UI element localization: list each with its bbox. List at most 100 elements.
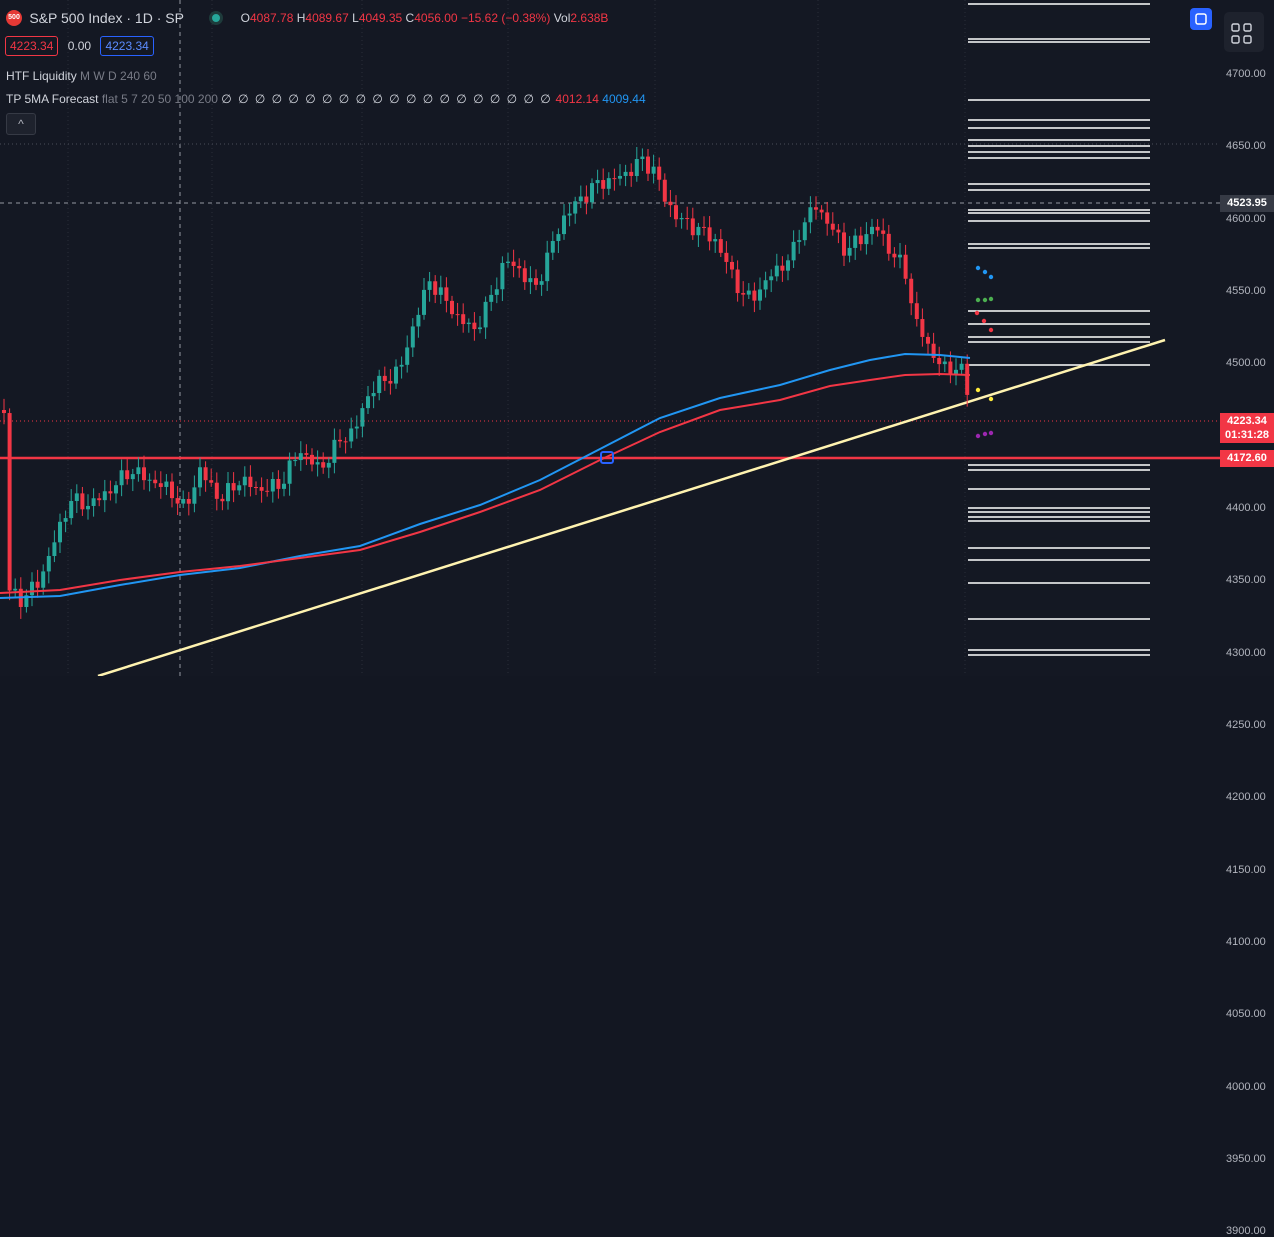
candle-body	[713, 239, 718, 242]
layout-grid-icon[interactable]	[1224, 12, 1264, 52]
price-tick: 4350.00	[1226, 574, 1266, 587]
candle-body	[937, 357, 942, 365]
countdown-label: 01:31:28	[1220, 428, 1274, 443]
candle-body	[366, 396, 370, 409]
candle-body	[119, 470, 124, 486]
forecast-dot	[975, 433, 981, 439]
candle-body	[791, 241, 796, 261]
price-tick: 4400.00	[1226, 501, 1266, 514]
candle-body	[741, 293, 746, 295]
candle-body	[326, 462, 331, 468]
candle-body	[416, 314, 421, 327]
candle-body	[153, 479, 158, 484]
price-tick: 4150.00	[1226, 863, 1266, 876]
indicator-tp-5ma-forecast[interactable]: TP 5MA Forecast flat 5 7 20 50 100 200 ∅…	[6, 92, 646, 106]
chart-area[interactable]	[0, 0, 1220, 676]
candle-body	[63, 518, 68, 522]
candle-body	[58, 521, 62, 543]
candle-body	[864, 234, 869, 245]
symbol-logo-icon: 500	[6, 10, 22, 26]
candle-body	[545, 252, 550, 282]
candle-body	[685, 218, 690, 220]
candle-body	[494, 289, 499, 295]
candle-body	[539, 281, 544, 285]
candle-body	[237, 485, 242, 491]
candle-body	[830, 223, 835, 230]
candle-body	[814, 207, 818, 210]
candle-body	[175, 498, 180, 504]
forecast-dot	[988, 296, 994, 302]
candle-body	[931, 343, 936, 358]
price-tick: 4100.00	[1226, 935, 1266, 948]
candle-body	[483, 301, 488, 328]
candle-body	[410, 326, 415, 348]
candle-body	[920, 319, 925, 337]
candle-body	[298, 453, 303, 461]
forecast-dot	[975, 265, 981, 271]
sync-icon[interactable]	[1190, 8, 1212, 30]
candle-body	[461, 314, 466, 325]
candle-body	[304, 453, 309, 455]
candle-body	[270, 478, 275, 492]
candle-body	[909, 278, 914, 304]
candle-body	[606, 178, 611, 189]
price-chart[interactable]	[0, 0, 1220, 676]
candle-body	[259, 487, 264, 491]
candle-body	[825, 212, 830, 224]
candle-body	[898, 254, 902, 258]
candle-body	[248, 476, 253, 488]
candle-body	[450, 300, 454, 315]
candle-body	[662, 179, 667, 202]
candle-body	[875, 226, 880, 231]
price-tick: 4500.00	[1226, 357, 1266, 370]
candle-body	[858, 235, 863, 245]
candle-body	[819, 209, 824, 213]
forecast-dot	[988, 396, 994, 402]
candle-body	[657, 166, 662, 180]
candle-body	[724, 252, 729, 262]
candle-body	[696, 226, 701, 236]
level-price-label: 4172.60	[1220, 450, 1274, 467]
candle-body	[282, 483, 286, 489]
candle-body	[702, 226, 706, 228]
candle-body	[842, 232, 846, 256]
candle-body	[679, 218, 684, 220]
candle-body	[746, 290, 751, 295]
quote-row: 4223.34 0.00 4223.34	[5, 36, 154, 56]
candle-body	[646, 156, 650, 174]
candle-body	[522, 268, 527, 283]
symbol-title[interactable]: S&P 500 Index · 1D · SP	[29, 10, 184, 26]
candle-body	[91, 498, 96, 506]
candle-body	[763, 280, 768, 290]
candle-body	[707, 227, 712, 242]
candle-body	[601, 180, 606, 189]
candle-body	[573, 201, 578, 214]
candle-body	[808, 207, 813, 223]
candle-body	[226, 483, 230, 502]
candle-body	[130, 474, 135, 480]
candle-body	[668, 201, 673, 206]
candle-body	[718, 239, 723, 253]
candle-body	[147, 479, 152, 481]
candle-body	[293, 460, 298, 462]
trendline	[97, 338, 1166, 676]
visibility-eye-icon[interactable]	[209, 11, 224, 25]
candle-body	[209, 480, 214, 483]
candle-body	[903, 254, 908, 279]
price-scale[interactable]: 4700.004650.004600.004550.004500.004450.…	[1220, 0, 1274, 1237]
price-tick: 4650.00	[1226, 140, 1266, 153]
candle-body	[287, 460, 292, 484]
cross-marker	[600, 451, 614, 464]
spread-value: 0.00	[67, 39, 92, 53]
ask-button[interactable]: 4223.34	[100, 36, 154, 56]
candle-body	[562, 215, 566, 235]
forecast-dot	[982, 269, 988, 275]
candle-body	[472, 322, 477, 330]
indicator-htf-liquidity[interactable]: HTF Liquidity M W D 240 60	[6, 69, 157, 83]
candle-body	[590, 183, 594, 203]
bid-button[interactable]: 4223.34	[5, 36, 59, 56]
candle-body	[349, 428, 354, 442]
candle-body	[422, 289, 426, 315]
chevron-up-icon[interactable]: ^	[6, 113, 36, 135]
candle-body	[24, 595, 29, 607]
